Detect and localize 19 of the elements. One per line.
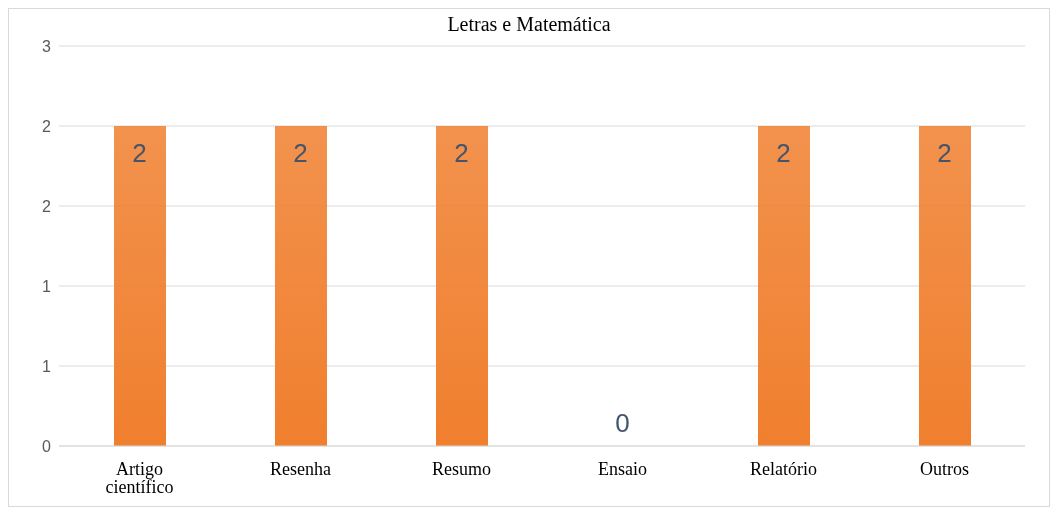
data-label: 2	[454, 138, 469, 168]
data-label: 2	[293, 138, 308, 168]
y-tick-label: 1	[42, 277, 52, 295]
x-tick-label: Outros	[920, 458, 969, 479]
y-tick-label: 3	[42, 37, 52, 55]
x-tick-label: Resumo	[431, 458, 492, 479]
data-label: 0	[615, 408, 630, 438]
data-label: 2	[937, 138, 952, 168]
data-label: 2	[132, 138, 147, 168]
y-tick-label: 0	[42, 437, 52, 455]
x-tick-label: Relatório	[750, 458, 817, 479]
x-tick-label: Resenha	[270, 458, 331, 479]
data-label: 2	[776, 138, 791, 168]
chart-title: Letras e Matemática	[446, 12, 612, 36]
x-tick-label: Ensaio	[598, 458, 647, 479]
y-tick-label: 2	[42, 197, 52, 215]
y-tick-label: 2	[42, 117, 52, 135]
y-tick-label: 1	[42, 357, 52, 375]
x-tick-label: Artigo científico	[105, 458, 174, 497]
